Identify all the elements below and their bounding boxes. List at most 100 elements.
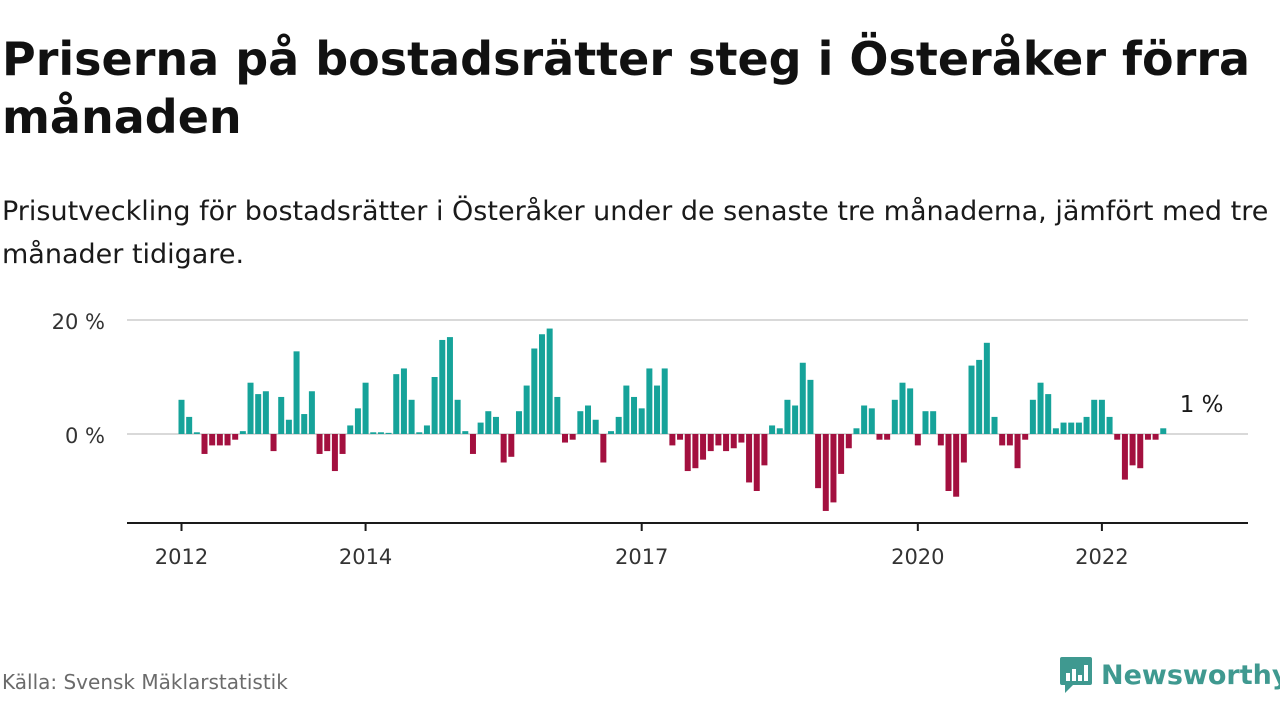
chart-subtitle: Prisutveckling för bostadsrätter i Öster… — [2, 196, 1269, 270]
bar — [692, 434, 699, 469]
bar — [761, 434, 768, 466]
bar — [1160, 428, 1167, 434]
bar — [577, 411, 584, 434]
bar — [838, 434, 845, 474]
bar — [608, 431, 615, 434]
bar — [485, 411, 492, 434]
bar — [1075, 422, 1082, 434]
bar — [262, 391, 269, 434]
bar — [822, 434, 829, 511]
bar — [585, 405, 592, 434]
bar — [799, 362, 806, 434]
bar — [738, 434, 745, 443]
bar — [1060, 422, 1067, 434]
bar — [1006, 434, 1013, 446]
x-tick-label: 2012 — [155, 545, 208, 569]
bar — [1121, 434, 1128, 480]
bar — [270, 434, 277, 452]
bar — [868, 408, 875, 434]
brand-name: Newsworthy — [1101, 659, 1280, 691]
bar — [945, 434, 952, 491]
bar — [446, 337, 453, 434]
bar — [876, 434, 883, 440]
bar — [554, 396, 561, 434]
bar — [377, 432, 384, 434]
bar — [201, 434, 208, 454]
bar — [953, 434, 960, 497]
bar — [638, 408, 645, 434]
bar — [1014, 434, 1021, 469]
bar — [776, 428, 783, 434]
bar — [615, 416, 622, 434]
bar — [454, 399, 461, 434]
x-tick-label: 2022 — [1075, 545, 1128, 569]
bar — [477, 422, 484, 434]
bar-chart: 20 % 0 % 2012 2014 2017 2020 2022 1 % — [52, 310, 1248, 569]
bar — [209, 434, 216, 446]
bar — [178, 399, 185, 434]
bar — [654, 385, 661, 434]
bar — [285, 419, 292, 434]
bar — [730, 434, 737, 449]
bar — [186, 416, 193, 434]
bar — [308, 391, 315, 434]
bar — [677, 434, 684, 440]
bar — [523, 385, 530, 434]
bar — [830, 434, 837, 503]
bar — [1068, 422, 1075, 434]
bar — [845, 434, 852, 449]
y-tick-label: 20 % — [52, 310, 105, 334]
bar — [416, 432, 423, 434]
latest-value-label: 1 % — [1180, 392, 1224, 418]
bar — [193, 432, 200, 434]
bar — [500, 434, 507, 463]
bar — [385, 432, 392, 434]
bar — [462, 431, 469, 434]
bar — [569, 434, 576, 440]
bar — [792, 405, 799, 434]
bar — [546, 328, 553, 434]
bar — [293, 351, 300, 434]
bar — [255, 394, 262, 434]
bar — [1037, 382, 1044, 434]
bar — [1045, 394, 1052, 434]
bar — [1137, 434, 1144, 469]
bar — [316, 434, 323, 454]
bar — [976, 359, 983, 434]
bar — [891, 399, 898, 434]
bar — [592, 419, 599, 434]
bar — [370, 432, 377, 434]
bar — [815, 434, 822, 489]
bar — [331, 434, 338, 472]
bar — [661, 368, 668, 434]
bar — [600, 434, 607, 463]
bar — [408, 399, 415, 434]
bar — [531, 348, 538, 434]
bar — [884, 434, 891, 440]
bar — [631, 396, 638, 434]
bar — [1144, 434, 1151, 440]
bar — [1106, 416, 1113, 434]
bar — [623, 385, 630, 434]
bar — [1091, 399, 1098, 434]
bar — [393, 374, 400, 434]
x-tick-label: 2017 — [615, 545, 668, 569]
bar — [914, 434, 921, 446]
bar — [439, 339, 446, 434]
bar — [999, 434, 1006, 446]
bar — [216, 434, 223, 446]
chart-title: Priserna på bostadsrätter steg i Österåk… — [2, 32, 1251, 144]
bar — [715, 434, 722, 446]
bar — [247, 382, 254, 434]
bar — [960, 434, 967, 463]
brand: Newsworthy — [1059, 655, 1280, 695]
bar — [861, 405, 868, 434]
bar — [769, 425, 776, 434]
bar — [937, 434, 944, 446]
bar — [983, 342, 990, 434]
bar — [1098, 399, 1105, 434]
bar — [1152, 434, 1159, 440]
bar — [1052, 428, 1059, 434]
bar — [562, 434, 568, 443]
bar — [232, 434, 239, 440]
